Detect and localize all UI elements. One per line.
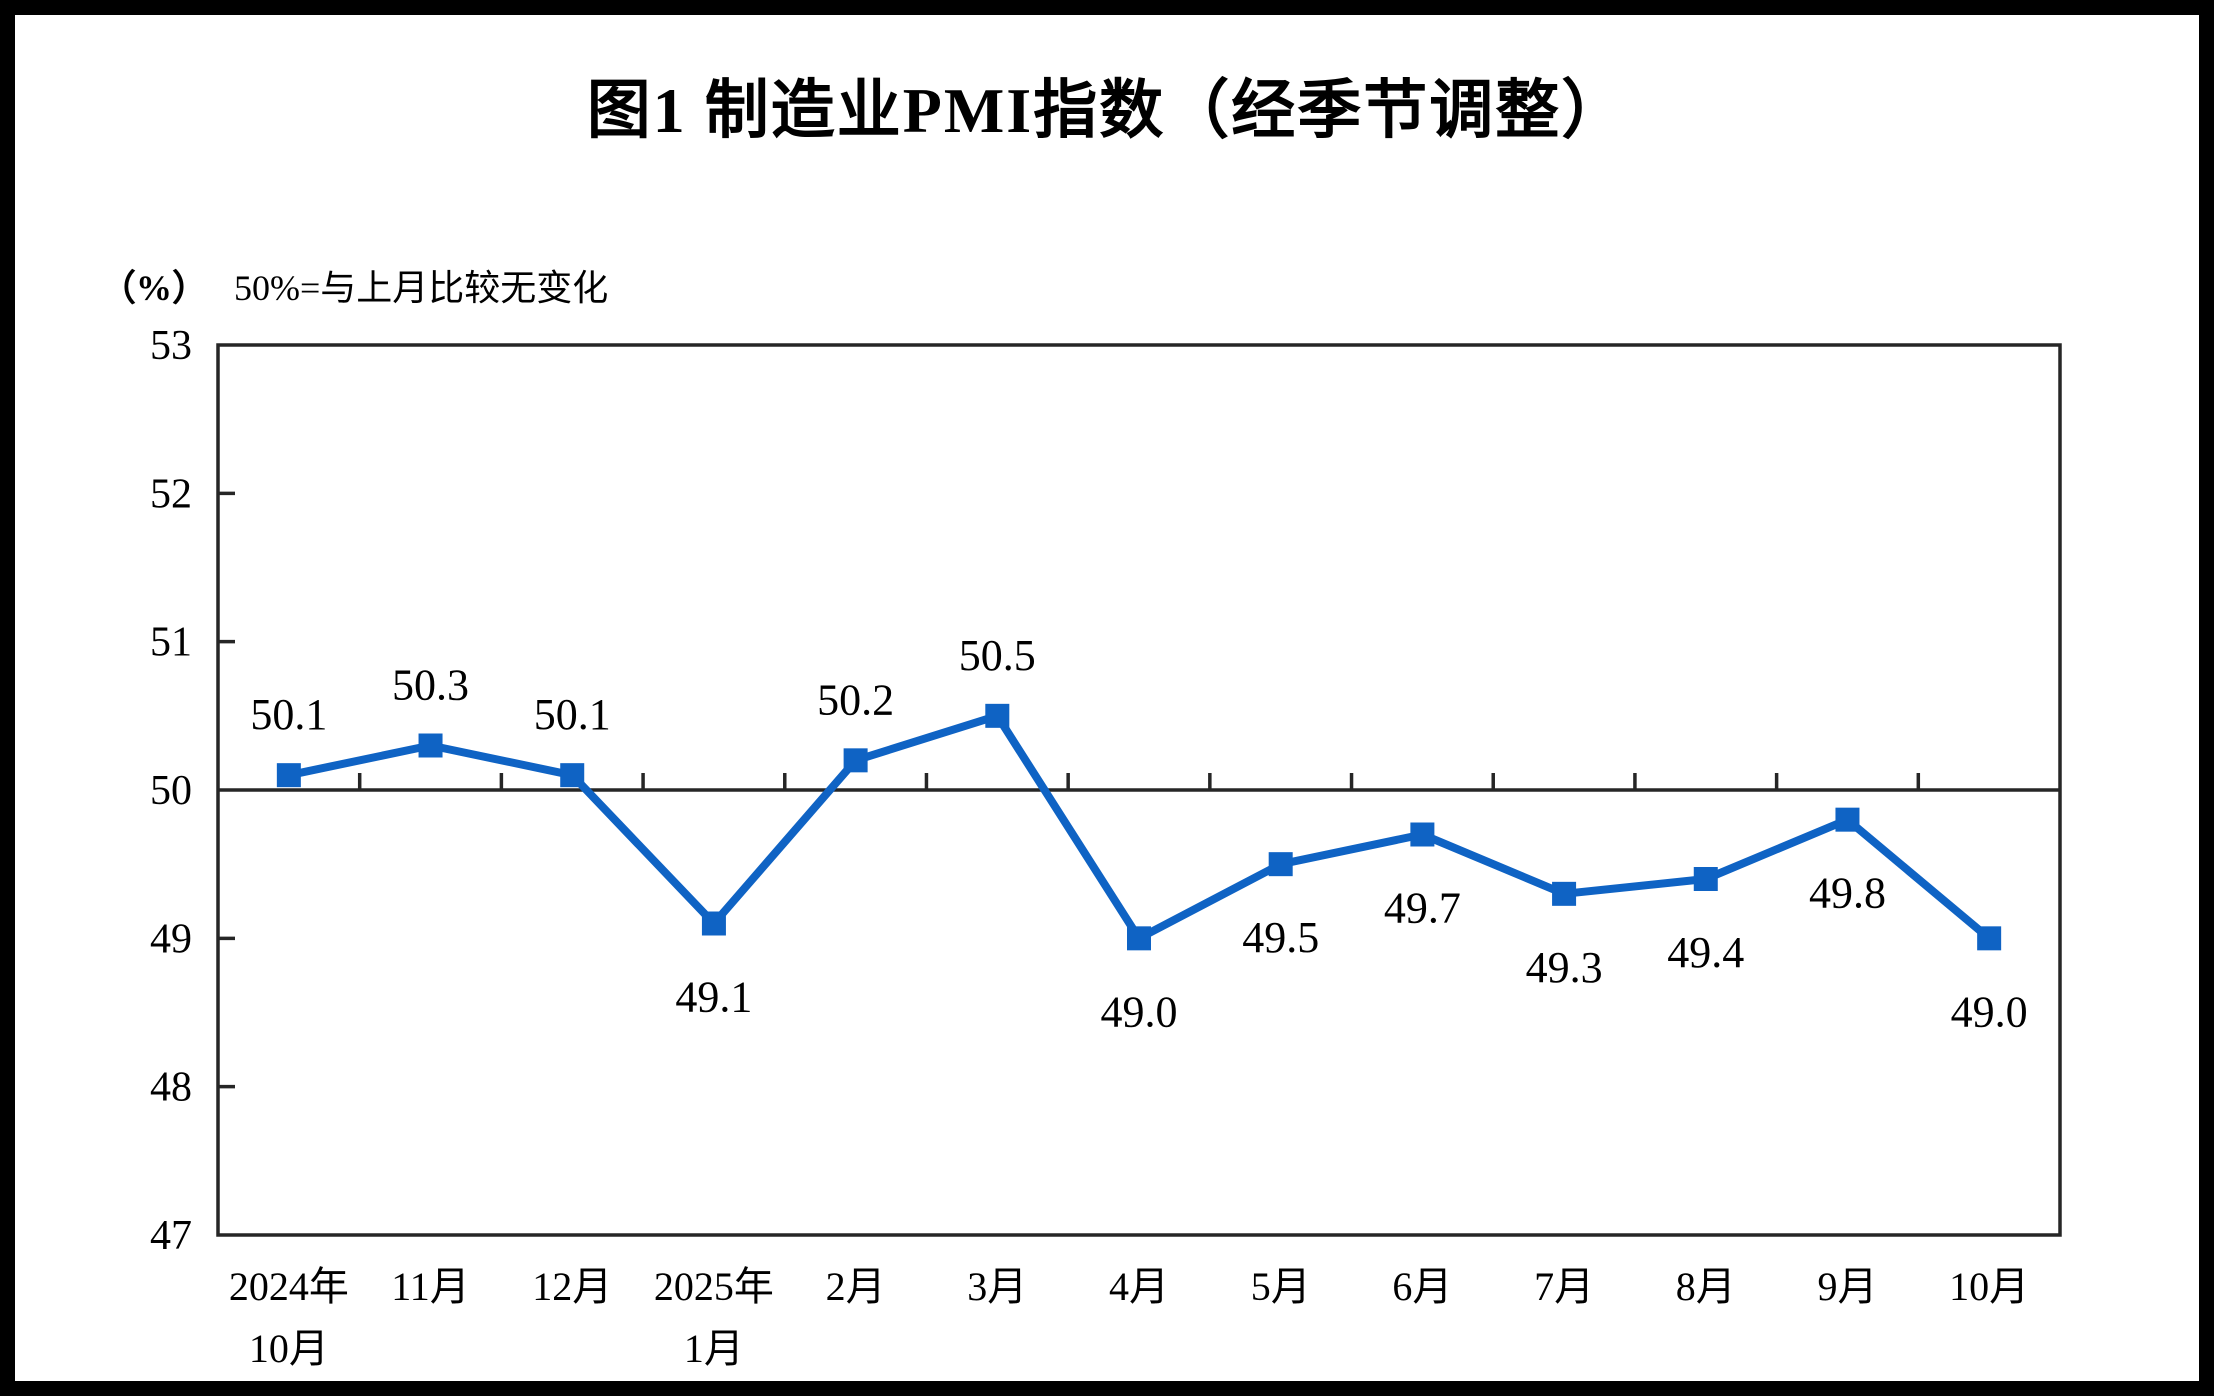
data-point-marker xyxy=(276,763,301,788)
x-axis-tick-label: 2025年 xyxy=(654,1264,774,1309)
y-axis-tick-label: 50 xyxy=(150,768,192,814)
x-axis-tick-label: 4月 xyxy=(1109,1264,1169,1309)
data-point-marker xyxy=(1552,881,1577,906)
y-axis-tick-label: 52 xyxy=(150,471,192,517)
x-axis-tick-label: 6月 xyxy=(1392,1264,1452,1309)
data-point-marker xyxy=(1977,926,2002,951)
data-point-marker xyxy=(985,703,1010,728)
pmi-line-chart: 53 52 51 50 49 48 47 50.1 50.3 50.1 49.1 50.2 50.5 49… xyxy=(150,323,2062,1371)
data-point-label: 49.0 xyxy=(1101,987,1178,1036)
data-point-label: 49.0 xyxy=(1951,987,2028,1036)
x-axis-tick-label: 1月 xyxy=(684,1326,744,1371)
y-axis-tick-label: 51 xyxy=(150,620,192,666)
data-point-marker xyxy=(1410,822,1435,847)
y-axis-tick-label: 49 xyxy=(150,916,192,962)
data-point-label: 50.3 xyxy=(392,661,469,710)
x-axis-tick-label: 5月 xyxy=(1251,1264,1311,1309)
reference-note-label: 50%=与上月比较无变化 xyxy=(234,268,609,308)
data-point-label: 49.4 xyxy=(1667,928,1744,977)
x-axis-tick-label: 2024年 xyxy=(229,1264,349,1309)
x-axis-tick-label: 10月 xyxy=(249,1326,329,1371)
data-point-label: 50.1 xyxy=(534,690,611,739)
data-point-label: 50.5 xyxy=(959,631,1036,680)
data-point-marker xyxy=(701,911,726,936)
x-axis-tick-label: 10月 xyxy=(1949,1264,2029,1309)
data-point-label: 49.1 xyxy=(675,973,752,1022)
data-point-label: 49.7 xyxy=(1384,884,1461,933)
x-axis-tick-label: 9月 xyxy=(1817,1264,1877,1309)
x-axis-tick-label: 3月 xyxy=(967,1264,1027,1309)
data-point-marker xyxy=(843,748,868,773)
y-axis-tick-label: 53 xyxy=(150,323,192,369)
y-axis-tick-label: 47 xyxy=(150,1213,192,1259)
data-point-label: 49.8 xyxy=(1809,869,1886,918)
x-axis-tick-label: 2月 xyxy=(826,1264,886,1309)
x-axis-tick-label: 7月 xyxy=(1534,1264,1594,1309)
data-point-marker xyxy=(1835,807,1860,832)
y-axis-unit-label: （%） xyxy=(100,268,209,308)
pmi-series-line xyxy=(288,711,1992,943)
data-point-label: 50.2 xyxy=(817,675,894,724)
x-axis-tick-label: 11月 xyxy=(391,1264,470,1309)
data-point-marker xyxy=(1268,852,1293,877)
y-axis-tick-label: 48 xyxy=(150,1065,192,1111)
data-point-marker xyxy=(1693,867,1718,891)
chart-title: 图1 制造业PMI指数（经季节调整） xyxy=(586,75,1628,146)
data-point-marker xyxy=(1127,926,1151,951)
data-point-label: 50.1 xyxy=(250,690,327,739)
data-point-marker xyxy=(418,733,443,758)
x-axis-tick-label: 12月 xyxy=(532,1264,612,1309)
data-point-marker xyxy=(560,763,585,788)
data-point-label: 49.3 xyxy=(1526,943,1603,992)
axis-note: （%） 50%=与上月比较无变化 xyxy=(100,259,608,311)
data-point-label: 49.5 xyxy=(1242,913,1319,962)
x-axis-tick-label: 8月 xyxy=(1676,1264,1736,1309)
